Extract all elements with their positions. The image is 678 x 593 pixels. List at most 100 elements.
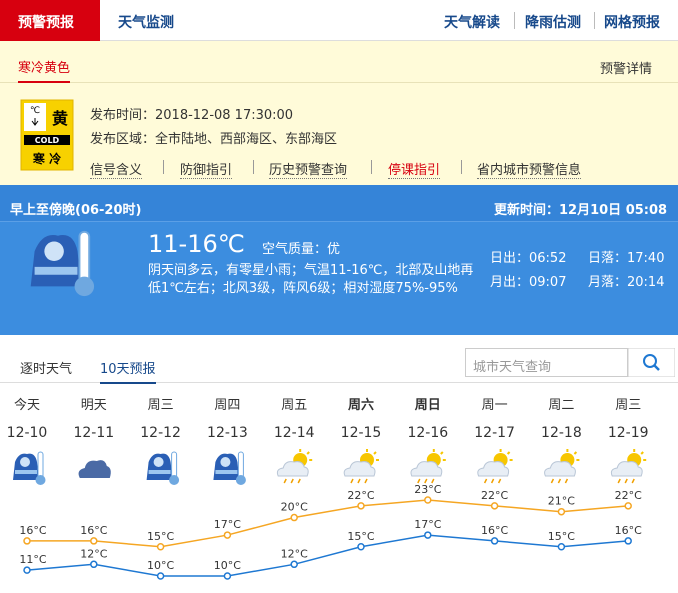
temperature-point [624,502,632,510]
temperature-point [557,507,566,516]
separator [371,160,372,174]
weather-icon [78,460,111,478]
warning-link[interactable]: 信号含义 [90,159,143,179]
temperature-point [90,560,98,569]
temperature-point [290,560,298,569]
temperature-point [490,537,499,545]
weekday: 今天 [14,397,40,413]
updated: 更新时间：12月10日 05:08 [494,203,668,218]
warning-link[interactable]: 历史预警查询 [269,159,348,179]
temperature-line [27,499,629,548]
temperature-label: 12°C [80,547,107,560]
search-button[interactable] [628,348,675,377]
nav-link[interactable]: 降雨估测 [525,15,581,31]
temperature-point [23,537,31,545]
temperature-label: 23°C [414,483,441,496]
divider [0,382,678,383]
forecast-chart: 今天 12-10 明天 12-11 周三 12-12 周四 12-13 周五 12-14 周六 12-… [7,397,649,580]
temperature-point [23,566,31,574]
warning-tab[interactable]: 寒冷黄色 [18,57,71,83]
publish-time: 发布时间：2018-12-08 17:30:00 [90,108,294,123]
weather-icon [543,448,581,484]
warning-panel [0,41,678,185]
weekday: 明天 [81,398,107,413]
temperature-label: 15°C [548,530,575,543]
sunrise: 日出：06:52 [490,251,567,266]
temperature-point [424,531,432,539]
temperature: 11-16℃ [148,230,245,258]
weekday: 周三 [615,398,641,413]
date: 12-17 [474,425,515,441]
warning-link[interactable]: 省内城市预警信息 [477,159,582,179]
separator [594,12,595,29]
warning-link[interactable]: 防御指引 [180,159,233,179]
separator [514,12,515,29]
search-placeholder: 城市天气查询 [473,360,552,375]
today-header [0,185,678,222]
date: 12-19 [608,425,649,441]
weekday: 周六 [348,397,374,413]
temperature-label: 22°C [481,489,508,502]
temperature-point [557,543,566,551]
forecast-tab[interactable]: 逐时天气 [20,362,73,377]
temperature-label: 17°C [414,518,441,531]
weekday: 周四 [214,398,240,413]
publish-area: 发布区域：全市陆地、西部海区、东部海区 [90,132,338,147]
date: 12-14 [274,425,315,441]
sunset: 日落：17:40 [588,251,665,266]
weather-icon [610,448,648,484]
weather-icon [212,451,247,486]
weekday: 周三 [148,398,174,413]
weather-icon [476,448,514,484]
icon-text: 黄 [52,109,68,128]
weekday: 周一 [482,398,508,413]
date: 12-10 [7,425,48,441]
weather-icon [12,451,46,486]
weather-icon [146,451,180,486]
date: 12-18 [541,425,582,441]
tab[interactable]: 天气监测 [118,15,174,31]
separator [163,160,164,174]
temperature-label: 16°C [481,524,508,537]
top-nav [0,0,678,41]
nav-link[interactable]: 天气解读 [444,15,500,31]
date: 12-16 [407,425,448,441]
temperature-label: 20°C [281,501,308,514]
temperature-label: 10°C [214,559,241,572]
warning-link[interactable]: 停课指引 [388,159,441,179]
active-tab-bg [0,0,100,41]
icon-text: ℃ [30,106,40,116]
temperature-label: 10°C [147,559,174,572]
forecast-tab[interactable]: 10天预报 [100,358,156,384]
icon-text: COLD [35,136,60,145]
temperature-label: 16°C [80,524,107,537]
air-quality: 空气质量：优 [262,242,341,257]
temperature-label: 21°C [548,495,575,508]
date: 12-13 [207,425,248,441]
weather-icon [409,448,447,484]
temperature-label: 11°C [19,553,46,566]
nav-link[interactable]: 网格预报 [604,15,660,31]
temperature-point [357,543,365,551]
temperature-point [156,543,165,551]
temperature-line [26,534,629,577]
period: 早上至傍晚(06-20时) [10,203,142,218]
temperature-point [290,513,298,522]
temperature-point [223,572,232,580]
temperature-label: 12°C [281,547,308,560]
temperature-label: 22°C [615,489,642,502]
weather-icon [18,224,98,302]
description: 阴天间多云，有零星小雨；气温11-16℃，北部及山地再低1℃左右；北风3级，阵风… [148,263,474,296]
temperature-point [624,537,632,545]
date: 12-15 [341,425,382,441]
weather-icon [343,448,380,484]
date: 12-12 [140,425,181,441]
date: 12-11 [73,425,114,441]
temperature-label: 15°C [147,530,174,543]
temperature-label: 15°C [347,530,374,543]
detail-link[interactable]: 预警详情 [600,62,653,77]
tab[interactable]: 预警预报 [18,15,74,31]
temperature-point [490,502,499,510]
temperature-label: 16°C [19,524,46,537]
